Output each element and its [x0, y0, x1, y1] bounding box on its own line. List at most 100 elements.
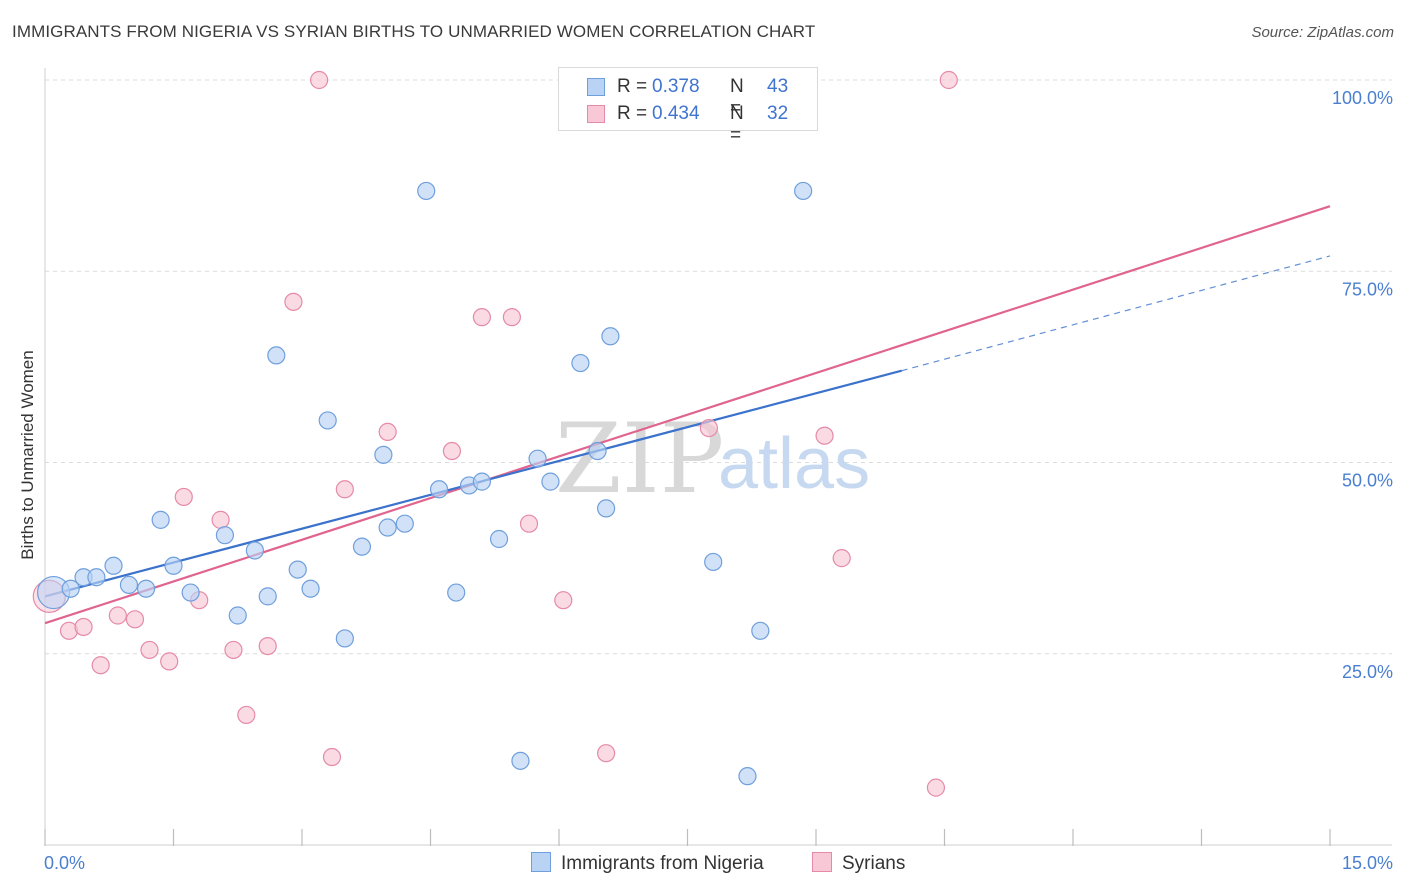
syrians-point — [74, 617, 93, 637]
nigeria-legend-label: Immigrants from Nigeria — [561, 853, 764, 874]
syrians-point — [502, 308, 521, 327]
nigeria-point — [429, 480, 449, 499]
axes — [44, 68, 1392, 846]
nigeria-point — [571, 353, 590, 373]
nigeria-point — [267, 346, 286, 365]
legend-r-label: R = — [617, 76, 648, 97]
nigeria-point — [151, 510, 170, 529]
syrians-point — [174, 487, 193, 507]
y-tick-label: 75.0% — [1342, 279, 1393, 299]
nigeria-point — [288, 560, 307, 579]
y-tick-label: 50.0% — [1342, 471, 1393, 491]
legend-r-value: 0.378 — [652, 76, 700, 97]
syrians-point — [160, 652, 179, 671]
nigeria-point — [738, 767, 757, 786]
nigeria-point — [301, 579, 320, 598]
syrians-point — [597, 744, 616, 763]
nigeria-point — [597, 499, 616, 518]
nigeria-point — [136, 579, 156, 598]
syrians-point — [224, 640, 243, 660]
stats-legend: R = 0.378 N = 43 R = 0.434 N = 32 — [558, 67, 818, 146]
syrians-point — [519, 514, 539, 533]
nigeria-point — [352, 537, 372, 556]
nigeria-point — [528, 449, 547, 468]
syrians-trend-line — [44, 205, 1331, 625]
syrians-point — [926, 778, 946, 797]
syrians-point — [211, 510, 230, 529]
legend-item-syrians: Syrians — [812, 852, 905, 875]
syrians-point — [310, 70, 329, 90]
syrians-point — [108, 606, 127, 625]
syrians-legend-label: Syrians — [842, 853, 906, 874]
nigeria-point — [87, 568, 106, 587]
syrians-point — [554, 591, 573, 610]
nigeria-point — [181, 583, 200, 602]
nigeria-point — [588, 441, 607, 461]
nigeria-points — [36, 70, 813, 786]
nigeria-point — [489, 529, 509, 549]
syrians-point — [442, 441, 462, 461]
nigeria-point — [374, 445, 393, 464]
source-credit: Source: ZipAtlas.com — [1251, 24, 1394, 41]
legend-n-label: N = — [730, 76, 744, 119]
syrians-point — [939, 70, 958, 90]
syrians-legend-swatch — [812, 852, 832, 872]
trend-lines — [44, 205, 1331, 625]
watermark-atlas: atlas — [718, 424, 870, 504]
nigeria-point — [601, 327, 620, 346]
legend-n-value: 32 — [767, 103, 789, 124]
legend-item-nigeria: Immigrants from Nigeria — [531, 852, 764, 875]
nigeria-point — [61, 579, 80, 598]
syrians-point — [832, 549, 851, 568]
nigeria-point — [215, 526, 234, 545]
legend-r-label: R = — [617, 103, 648, 124]
nigeria-point — [378, 518, 397, 537]
syrians-point — [258, 636, 277, 656]
nigeria-point — [395, 514, 414, 533]
nigeria-trend-extension — [901, 255, 1331, 372]
nigeria-point — [245, 541, 264, 560]
syrians-swatch — [587, 105, 605, 123]
nigeria-point — [318, 411, 337, 430]
syrians-point — [378, 422, 397, 441]
nigeria-swatch — [587, 78, 605, 96]
nigeria-point — [258, 587, 277, 606]
syrians-point — [125, 610, 145, 629]
syrians-point — [237, 705, 256, 725]
nigeria-point — [472, 472, 491, 491]
nigeria-point — [104, 556, 123, 575]
y-axis-label: Births to Unmarried Women — [18, 350, 37, 559]
legend-n-label: N = — [730, 103, 744, 146]
nigeria-point — [704, 552, 723, 572]
syrians-point — [91, 656, 110, 675]
nigeria-point — [541, 472, 560, 491]
nigeria-point — [228, 606, 247, 625]
syrians-point — [322, 747, 342, 767]
nigeria-point — [751, 621, 770, 640]
syrians-point — [335, 480, 354, 499]
watermark: ZIP atlas — [555, 403, 870, 515]
syrians-point — [284, 292, 303, 311]
watermark-zip: ZIP — [555, 403, 724, 515]
y-tick-label: 100.0% — [1332, 88, 1393, 108]
nigeria-legend-swatch — [531, 852, 551, 872]
y-tick-label: 25.0% — [1342, 662, 1393, 682]
nigeria-point — [164, 556, 183, 575]
chart-title: IMMIGRANTS FROM NIGERIA VS SYRIAN BIRTHS… — [12, 22, 816, 41]
syrians-points — [32, 70, 958, 797]
x-tick-label: 0.0% — [44, 853, 85, 873]
syrians-point — [815, 426, 834, 445]
nigeria-point — [417, 181, 436, 201]
nigeria-point — [447, 583, 466, 602]
nigeria-point — [794, 181, 813, 201]
syrians-point — [472, 308, 491, 327]
legend-n-value: 43 — [767, 76, 789, 97]
syrians-point — [140, 640, 159, 660]
nigeria-point — [335, 629, 354, 648]
nigeria-point — [119, 575, 139, 595]
tick-labels: 25.0% 50.0% 75.0% 100.0% 0.0% 15.0% — [44, 88, 1393, 873]
syrians-point — [699, 418, 719, 438]
legend-r-value: 0.434 — [652, 103, 700, 124]
nigeria-point — [511, 751, 530, 770]
